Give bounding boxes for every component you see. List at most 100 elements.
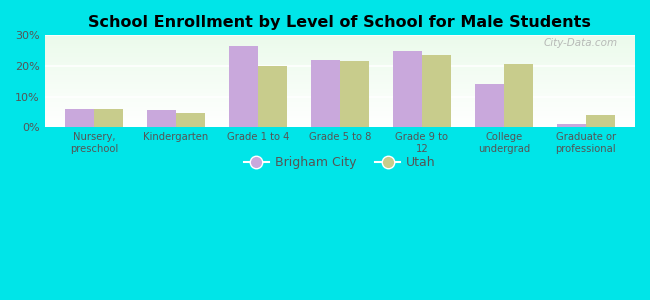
- Bar: [45, 102, 635, 103]
- Bar: [475, 84, 504, 127]
- Bar: [45, 66, 635, 67]
- Bar: [45, 110, 635, 111]
- Bar: [45, 47, 635, 48]
- Bar: [393, 51, 422, 127]
- Bar: [45, 125, 635, 126]
- Bar: [45, 88, 635, 89]
- Legend: Brigham City, Utah: Brigham City, Utah: [239, 151, 441, 174]
- Bar: [45, 79, 635, 80]
- Bar: [45, 72, 635, 73]
- Bar: [45, 116, 635, 117]
- Bar: [45, 85, 635, 86]
- Bar: [45, 82, 635, 83]
- Bar: [45, 103, 635, 104]
- Bar: [45, 93, 635, 94]
- Bar: [45, 108, 635, 109]
- Bar: [45, 58, 635, 59]
- Bar: [45, 37, 635, 38]
- Bar: [45, 83, 635, 84]
- Bar: [45, 126, 635, 127]
- Bar: [147, 110, 176, 127]
- Bar: [45, 109, 635, 110]
- Bar: [45, 41, 635, 42]
- Bar: [504, 64, 532, 127]
- Bar: [45, 67, 635, 68]
- Bar: [45, 38, 635, 39]
- Bar: [45, 50, 635, 51]
- Bar: [45, 84, 635, 85]
- Bar: [45, 45, 635, 46]
- Bar: [45, 77, 635, 78]
- Bar: [45, 71, 635, 72]
- Bar: [45, 115, 635, 116]
- Bar: [45, 36, 635, 37]
- Bar: [45, 53, 635, 54]
- Bar: [45, 48, 635, 49]
- Bar: [45, 97, 635, 98]
- Bar: [45, 117, 635, 118]
- Bar: [45, 86, 635, 87]
- Bar: [45, 75, 635, 76]
- Bar: [45, 78, 635, 79]
- Bar: [422, 55, 450, 127]
- Bar: [229, 46, 258, 127]
- Bar: [45, 90, 635, 91]
- Bar: [45, 74, 635, 75]
- Bar: [45, 99, 635, 100]
- Bar: [45, 63, 635, 64]
- Bar: [45, 68, 635, 69]
- Bar: [45, 94, 635, 95]
- Bar: [45, 121, 635, 122]
- Bar: [45, 98, 635, 99]
- Bar: [45, 61, 635, 62]
- Bar: [45, 114, 635, 115]
- Bar: [65, 109, 94, 127]
- Bar: [258, 66, 287, 127]
- Bar: [45, 124, 635, 125]
- Bar: [94, 109, 122, 127]
- Bar: [176, 113, 205, 127]
- Bar: [340, 61, 369, 127]
- Bar: [311, 60, 340, 127]
- Bar: [45, 35, 635, 36]
- Bar: [45, 49, 635, 50]
- Bar: [45, 51, 635, 52]
- Bar: [45, 40, 635, 41]
- Bar: [45, 57, 635, 58]
- Bar: [45, 40, 635, 41]
- Bar: [45, 100, 635, 101]
- Bar: [45, 76, 635, 77]
- Bar: [45, 54, 635, 55]
- Bar: [45, 112, 635, 113]
- Bar: [45, 70, 635, 71]
- Text: City-Data.com: City-Data.com: [543, 38, 618, 48]
- Bar: [45, 95, 635, 96]
- Bar: [45, 87, 635, 88]
- Bar: [45, 106, 635, 107]
- Bar: [45, 46, 635, 47]
- Bar: [45, 42, 635, 43]
- Bar: [45, 92, 635, 93]
- Bar: [45, 65, 635, 66]
- Bar: [45, 69, 635, 70]
- Bar: [45, 60, 635, 61]
- Bar: [45, 96, 635, 97]
- Bar: [45, 118, 635, 119]
- Bar: [45, 89, 635, 90]
- Bar: [45, 111, 635, 112]
- Bar: [45, 44, 635, 45]
- Bar: [45, 62, 635, 63]
- Bar: [586, 115, 614, 127]
- Bar: [45, 107, 635, 108]
- Bar: [45, 80, 635, 81]
- Bar: [45, 56, 635, 57]
- Bar: [45, 81, 635, 82]
- Bar: [45, 120, 635, 121]
- Bar: [45, 39, 635, 40]
- Bar: [45, 59, 635, 60]
- Bar: [45, 113, 635, 114]
- Bar: [45, 119, 635, 120]
- Bar: [45, 105, 635, 106]
- Bar: [45, 104, 635, 105]
- Bar: [45, 122, 635, 123]
